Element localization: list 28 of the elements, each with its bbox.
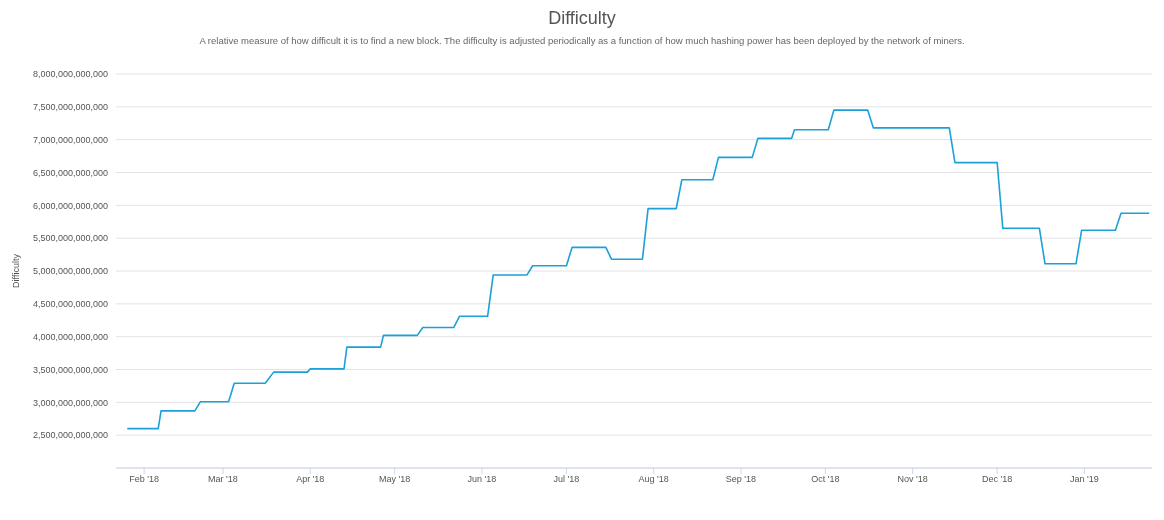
x-tick-label: Dec '18	[982, 474, 1013, 485]
y-axis-title: Difficulty	[11, 253, 22, 288]
y-tick-label: 3,500,000,000,000	[32, 364, 108, 375]
chart-title: Difficulty	[547, 8, 617, 29]
y-tick-label: 3,000,000,000,000	[32, 397, 108, 408]
y-tick-label: 7,000,000,000,000	[32, 134, 108, 145]
y-tick-label: 4,500,000,000,000	[32, 299, 108, 310]
x-tick-label: Nov '18	[897, 474, 928, 485]
y-tick-label: 5,000,000,000,000	[32, 266, 108, 277]
x-tick-label: Feb '18	[129, 474, 160, 485]
x-tick-label: Aug '18	[638, 474, 669, 485]
x-tick-label: Mar '18	[208, 474, 238, 485]
y-tick-label: 2,500,000,000,000	[32, 430, 108, 441]
y-tick-label: 4,000,000,000,000	[32, 331, 108, 342]
x-tick-label: Sep '18	[725, 474, 757, 485]
x-tick-label: Jul '18	[553, 474, 580, 485]
x-tick-label: Jan '19	[1070, 474, 1099, 485]
y-tick-label: 6,000,000,000,000	[32, 200, 108, 211]
x-tick-label: Jun '18	[467, 474, 497, 485]
chart-subtitle: A relative measure of how difficult it is to find a new block. The difficulty is adjusted periodically as a function of how much hashing power has been deployed by the network of miners.	[198, 35, 966, 46]
y-tick-label: 8,000,000,000,000	[32, 69, 108, 80]
x-tick-label: Oct '18	[811, 474, 840, 485]
y-tick-label: 5,500,000,000,000	[32, 233, 108, 244]
line-series	[126, 109, 1150, 430]
x-tick-label: Apr '18	[296, 474, 325, 485]
y-tick-label: 7,500,000,000,000	[32, 102, 108, 113]
x-tick-label: May '18	[379, 474, 411, 485]
y-tick-label: 6,500,000,000,000	[32, 167, 108, 178]
